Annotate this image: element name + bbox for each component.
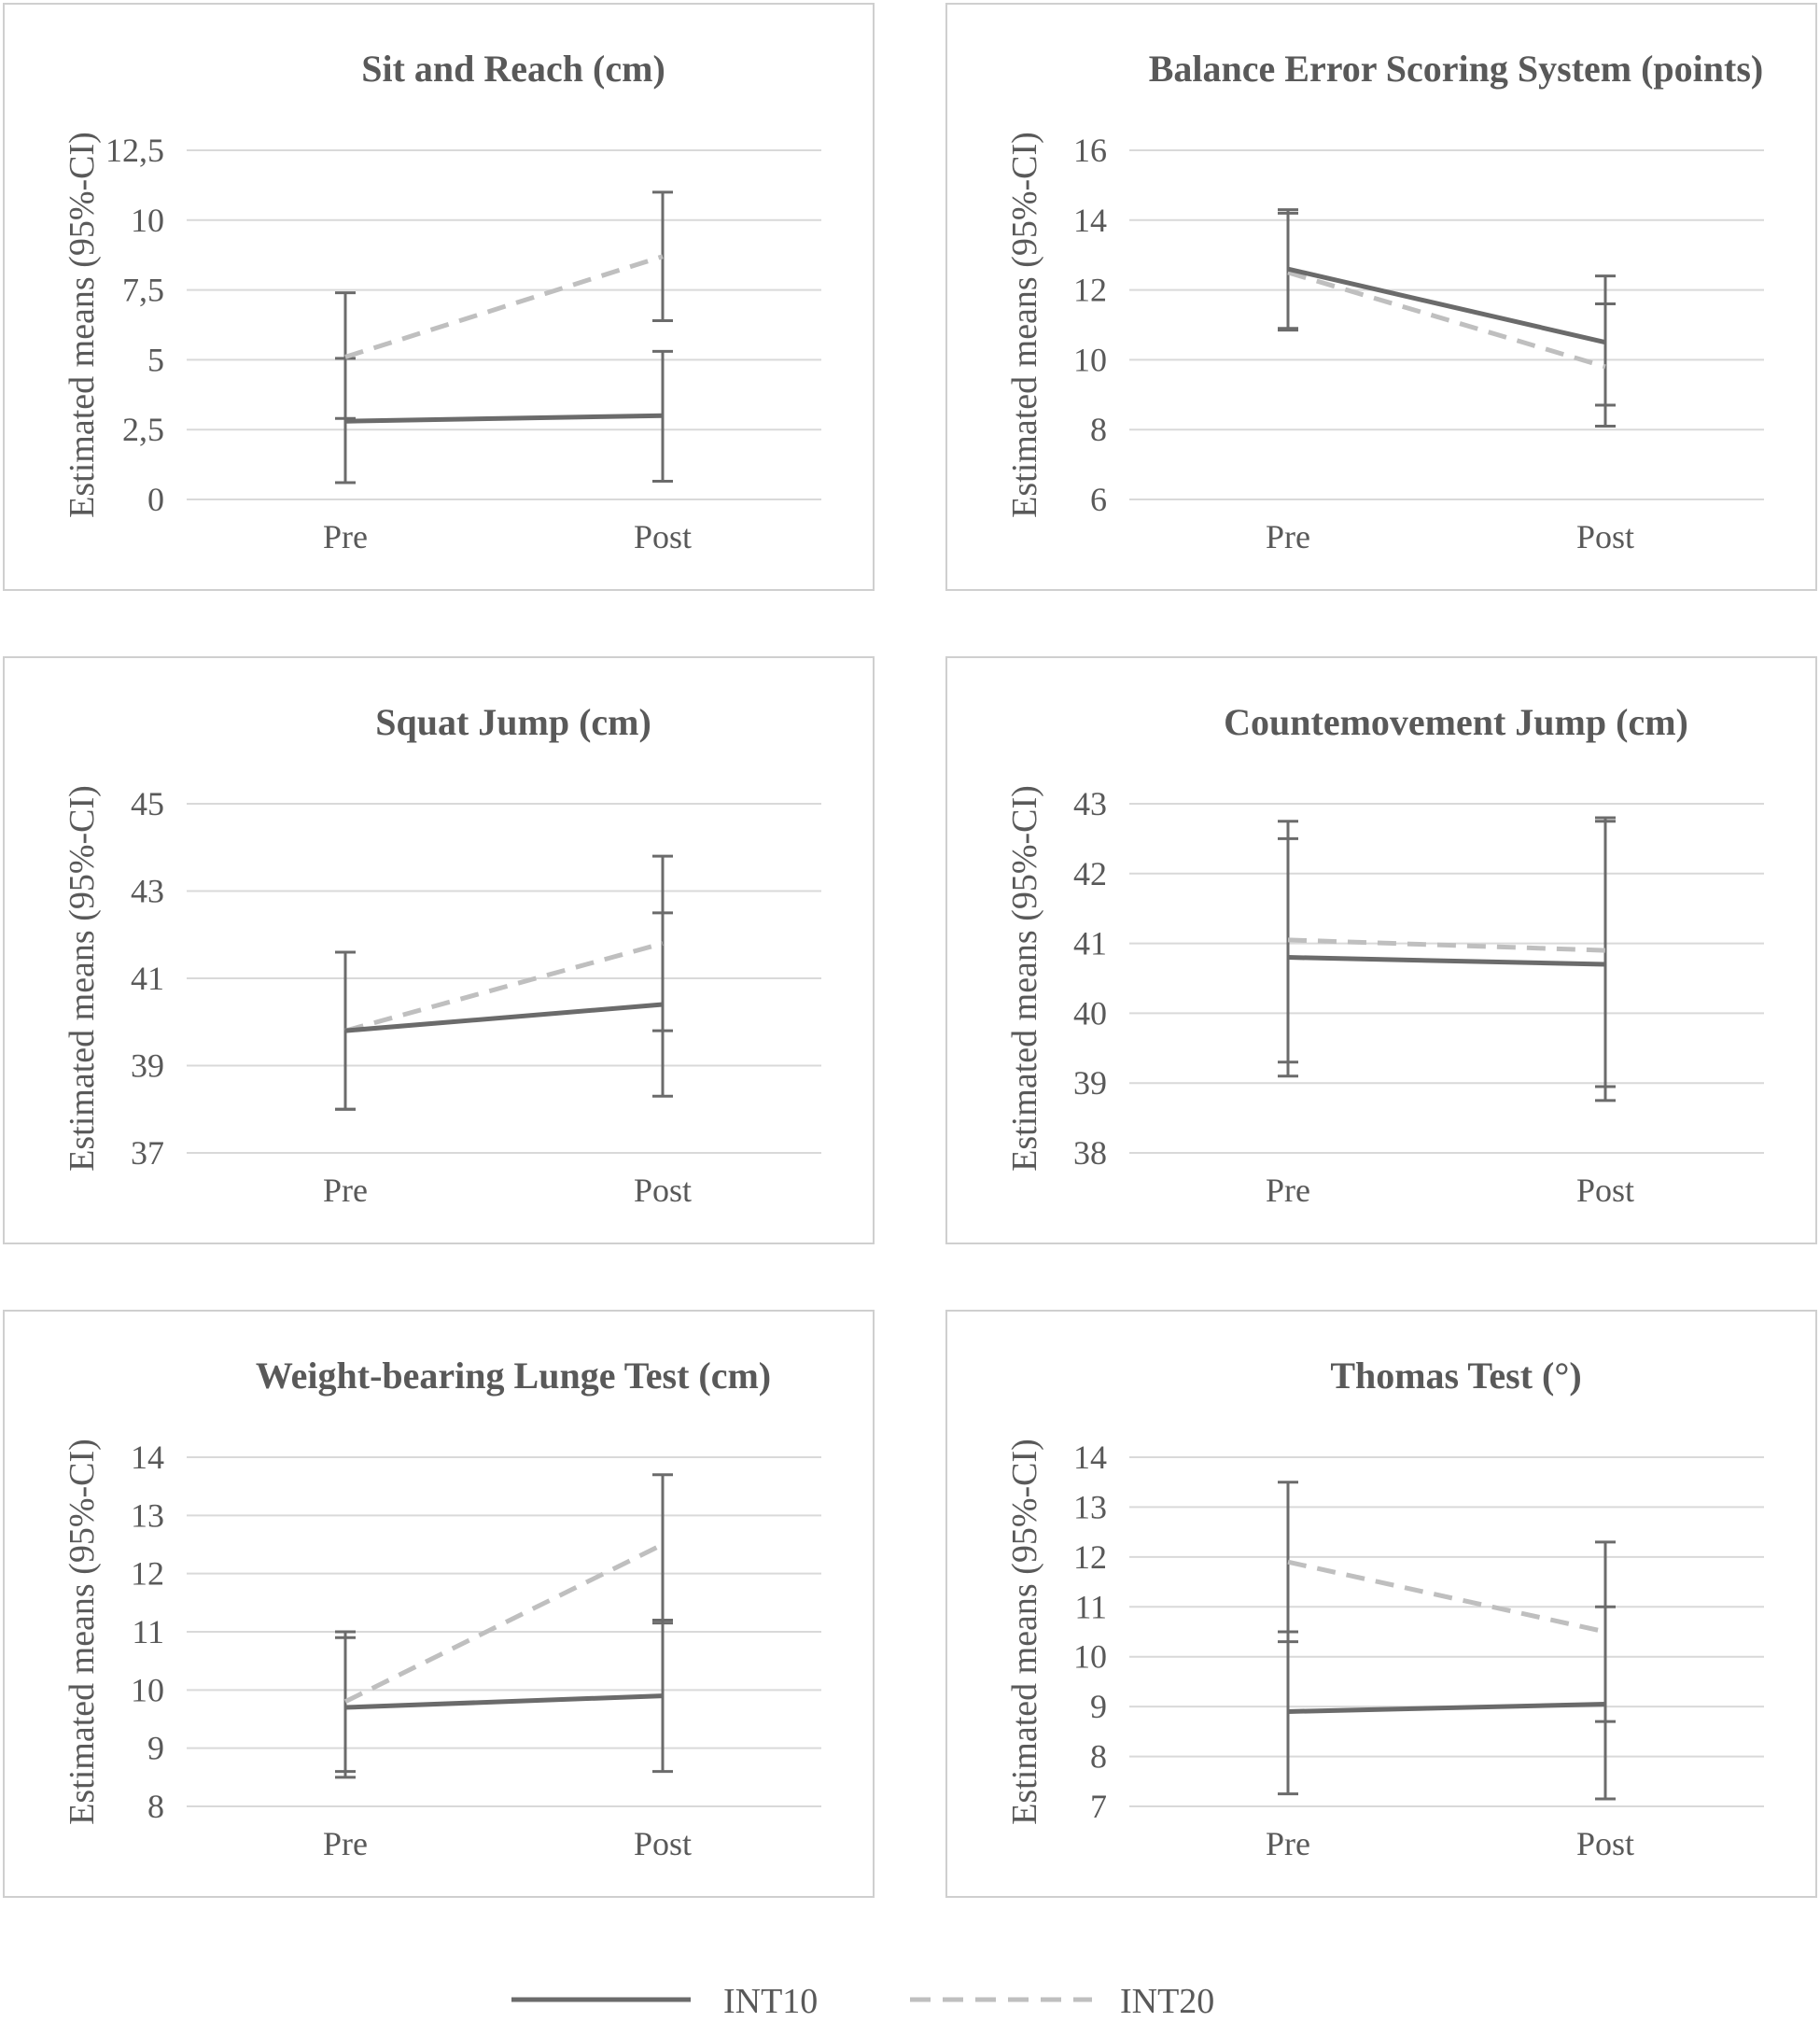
chart-svg-lunge-test: Weight-bearing Lunge Test (cm) Estimated … (63, 1355, 821, 1862)
x-tick-label: Post (634, 1825, 692, 1862)
x-tick-label: Pre (1266, 518, 1310, 555)
y-tick-label: 41 (131, 960, 164, 997)
y-tick-label: 12 (1073, 272, 1107, 309)
y-tick-label: 7 (1090, 1788, 1107, 1825)
legend-int20-label: INT20 (1120, 1982, 1214, 2021)
series-line-int20 (1287, 270, 1606, 370)
y-tick-label: 12,5 (105, 132, 164, 169)
series-line-int10 (1287, 955, 1606, 967)
x-tick-label: Pre (323, 1825, 368, 1862)
x-tick-label: Post (1576, 1825, 1634, 1862)
y-tick-label: 10 (131, 1671, 164, 1708)
chart-panel-lunge-test: Weight-bearing Lunge Test (cm) Estimated … (3, 1310, 875, 1898)
legend-int10-label: INT10 (723, 1982, 818, 2021)
y-axis-label: Estimated means (95%-CI) (63, 1439, 102, 1825)
chart-title: Thomas Test (°) (1330, 1355, 1581, 1397)
y-tick-label: 13 (1073, 1488, 1107, 1525)
x-tick-label: Pre (323, 518, 368, 555)
y-tick-label: 9 (1090, 1688, 1107, 1725)
x-tick-label: Post (634, 518, 692, 555)
y-axis-label: Estimated means (95%-CI) (1005, 785, 1044, 1172)
chart-title: Sit and Reach (cm) (361, 48, 665, 90)
y-tick-label: 43 (131, 873, 164, 910)
x-tick-label: Pre (1266, 1172, 1310, 1209)
series-line-int10 (1287, 1701, 1606, 1714)
y-tick-label: 11 (1074, 1588, 1107, 1625)
series-line-int10 (344, 413, 664, 424)
series-line-int20 (1287, 937, 1606, 953)
y-tick-label: 8 (1090, 1738, 1107, 1776)
y-tick-label: 7,5 (122, 272, 164, 309)
series-line-int20 (343, 1542, 665, 1705)
y-tick-label: 43 (1073, 785, 1107, 822)
x-tick-label: Pre (323, 1172, 368, 1209)
y-tick-label: 14 (1073, 1439, 1107, 1476)
x-tick-label: Pre (1266, 1825, 1310, 1862)
chart-panel-sit-and-reach: Sit and Reach (cm) Estimated means (95%-C… (3, 3, 875, 591)
y-tick-label: 38 (1073, 1134, 1107, 1172)
series-line-int10 (344, 1002, 664, 1033)
chart-panel-squat-jump: Squat Jump (cm) Estimated means (95%-CI) 3… (3, 656, 875, 1244)
y-tick-label: 9 (147, 1730, 164, 1767)
chart-svg-thomas-test: Thomas Test (°) Estimated means (95%-CI) 7… (1005, 1355, 1764, 1862)
legend: INT10 INT20 (511, 1982, 1214, 2021)
series-line-int10 (344, 1693, 664, 1710)
y-tick-label: 14 (1073, 202, 1107, 239)
x-tick-label: Post (1576, 518, 1634, 555)
y-tick-label: 40 (1073, 994, 1107, 1032)
series-line-int20 (1287, 1559, 1606, 1635)
y-axis-label: Estimated means (95%-CI) (63, 785, 102, 1172)
chart-title: Balance Error Scoring System (points) (1149, 48, 1764, 90)
y-tick-label: 13 (131, 1496, 164, 1534)
y-axis-label: Estimated means (95%-CI) (1005, 132, 1044, 518)
chart-title: Countemovement Jump (cm) (1224, 701, 1688, 743)
y-tick-label: 14 (131, 1439, 164, 1476)
chart-panel-bess: Balance Error Scoring System (points) Est… (945, 3, 1817, 591)
y-tick-label: 0 (147, 481, 164, 518)
chart-title: Squat Jump (cm) (375, 701, 651, 743)
y-tick-label: 42 (1073, 855, 1107, 892)
y-tick-label: 8 (147, 1788, 164, 1825)
chart-svg-sit-and-reach: Sit and Reach (cm) Estimated means (95%-C… (63, 48, 821, 555)
chart-title: Weight-bearing Lunge Test (cm) (256, 1355, 771, 1397)
chart-panel-countermovement-jump: Countemovement Jump (cm) Estimated means … (945, 656, 1817, 1244)
y-tick-label: 11 (132, 1613, 164, 1650)
y-tick-label: 12 (1073, 1538, 1107, 1576)
series-line-int20 (344, 254, 664, 359)
y-tick-label: 39 (131, 1047, 164, 1085)
chart-svg-squat-jump: Squat Jump (cm) Estimated means (95%-CI) 3… (63, 701, 821, 1209)
chart-svg-countermovement-jump: Countemovement Jump (cm) Estimated means … (1005, 701, 1764, 1209)
y-tick-label: 2,5 (122, 411, 164, 448)
y-tick-label: 10 (1073, 341, 1107, 378)
chart-svg-bess: Balance Error Scoring System (points) Est… (1005, 48, 1764, 555)
y-axis-label: Estimated means (95%-CI) (1005, 1439, 1044, 1825)
y-tick-label: 5 (147, 341, 164, 378)
series-line-int10 (1287, 266, 1606, 345)
y-axis-label: Estimated means (95%-CI) (63, 132, 102, 518)
y-tick-label: 8 (1090, 411, 1107, 448)
y-tick-label: 12 (131, 1555, 164, 1593)
y-tick-label: 39 (1073, 1064, 1107, 1102)
y-tick-label: 6 (1090, 481, 1107, 518)
y-tick-label: 10 (131, 202, 164, 239)
x-tick-label: Post (634, 1172, 692, 1209)
series-line-int20 (344, 941, 664, 1033)
chart-panel-thomas-test: Thomas Test (°) Estimated means (95%-CI) 7… (945, 1310, 1817, 1898)
x-tick-label: Post (1576, 1172, 1634, 1209)
y-tick-label: 37 (131, 1134, 164, 1172)
y-tick-label: 16 (1073, 132, 1107, 169)
y-tick-label: 41 (1073, 925, 1107, 962)
y-tick-label: 45 (131, 785, 164, 822)
y-tick-label: 10 (1073, 1638, 1107, 1676)
